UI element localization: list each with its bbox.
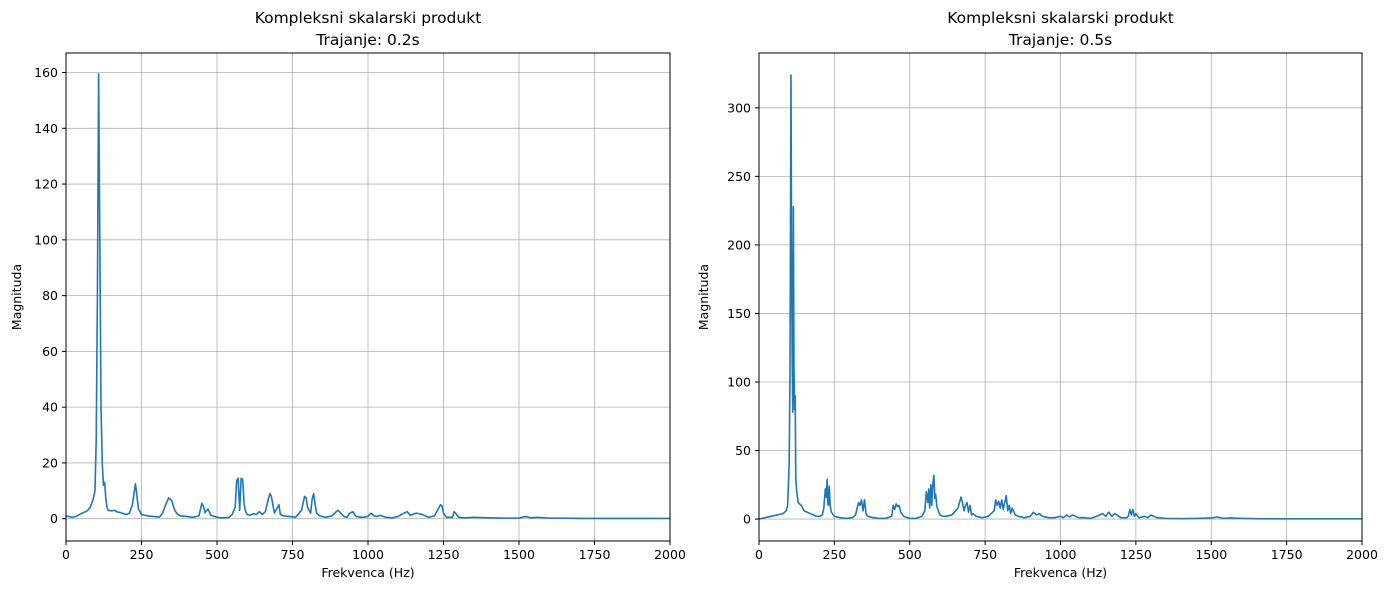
chart-1-x-tick-label-8: 2000 [1346, 547, 1378, 562]
chart-1-x-tick-label-0: 0 [755, 547, 763, 562]
chart-1-y-tick-label-1: 50 [735, 443, 751, 458]
chart-0-x-tick-label-7: 1750 [579, 547, 611, 562]
chart-0-y-tick-label-6: 120 [34, 177, 58, 192]
chart-right: 0 250 500 750 1000 1250 1500 1750 2000 0 50 100 150 2… [696, 9, 1378, 580]
chart-0-y-tick-label-7: 140 [34, 121, 58, 136]
chart-0-y-tick-label-8: 160 [34, 65, 58, 80]
chart-1-x-tick-label-5: 1250 [1120, 547, 1152, 562]
chart-0-y-tick-label-2: 40 [42, 400, 58, 415]
chart-0-y-tick-label-3: 60 [42, 344, 58, 359]
chart-1-y-tick-label-3: 150 [727, 306, 751, 321]
chart-0-subtitle: Trajanje: 0.2s [315, 31, 419, 49]
chart-1-title: Kompleksni skalarski produkt [947, 9, 1174, 27]
chart-0-x-tick-label-3: 750 [281, 547, 305, 562]
chart-1-subtitle: Trajanje: 0.5s [1008, 31, 1112, 49]
chart-0-x-tick-label-1: 250 [130, 547, 154, 562]
chart-0-x-axis-label: Frekvenca (Hz) [321, 565, 414, 580]
chart-0-x-tick-label-5: 1250 [428, 547, 460, 562]
chart-left: 0 250 500 750 1000 1250 1500 1750 2000 0 20 40 60 80 1… [9, 9, 686, 580]
chart-0-title: Kompleksni skalarski produkt [255, 9, 482, 27]
chart-1-x-tick-label-2: 500 [898, 547, 922, 562]
chart-0-y-tick-label-0: 0 [50, 511, 58, 526]
chart-1-x-tick-label-7: 1750 [1271, 547, 1303, 562]
chart-0-y-axis-label: Magnituda [9, 264, 24, 330]
chart-1-x-tick-label-1: 250 [822, 547, 846, 562]
chart-1-y-tick-label-2: 100 [727, 374, 751, 389]
chart-0-y-tick-label-5: 100 [34, 232, 58, 247]
chart-0-x-tick-label-6: 1500 [503, 547, 535, 562]
chart-1-y-tick-label-4: 200 [727, 237, 751, 252]
chart-0-y-tick-label-4: 80 [42, 288, 58, 303]
chart-1-y-tick-label-6: 300 [727, 100, 751, 115]
chart-0-x-tick-label-0: 0 [62, 547, 70, 562]
chart-0-x-tick-label-8: 2000 [654, 547, 686, 562]
chart-1-y-axis-label: Magnituda [696, 264, 711, 330]
chart-1-x-axis-label: Frekvenca (Hz) [1014, 565, 1107, 580]
chart-1-x-tick-label-4: 1000 [1045, 547, 1077, 562]
chart-1-x-tick-label-3: 750 [973, 547, 997, 562]
chart-0-x-tick-label-4: 1000 [352, 547, 384, 562]
chart-0-x-tick-label-2: 500 [205, 547, 229, 562]
chart-0-y-tick-label-1: 20 [42, 455, 58, 470]
chart-1-series-line-0 [759, 74, 1362, 520]
chart-1-y-tick-label-0: 0 [743, 512, 751, 527]
chart-0-series-line-0 [66, 73, 670, 520]
chart-1-y-tick-label-5: 250 [727, 169, 751, 184]
chart-1-x-tick-label-6: 1500 [1195, 547, 1227, 562]
